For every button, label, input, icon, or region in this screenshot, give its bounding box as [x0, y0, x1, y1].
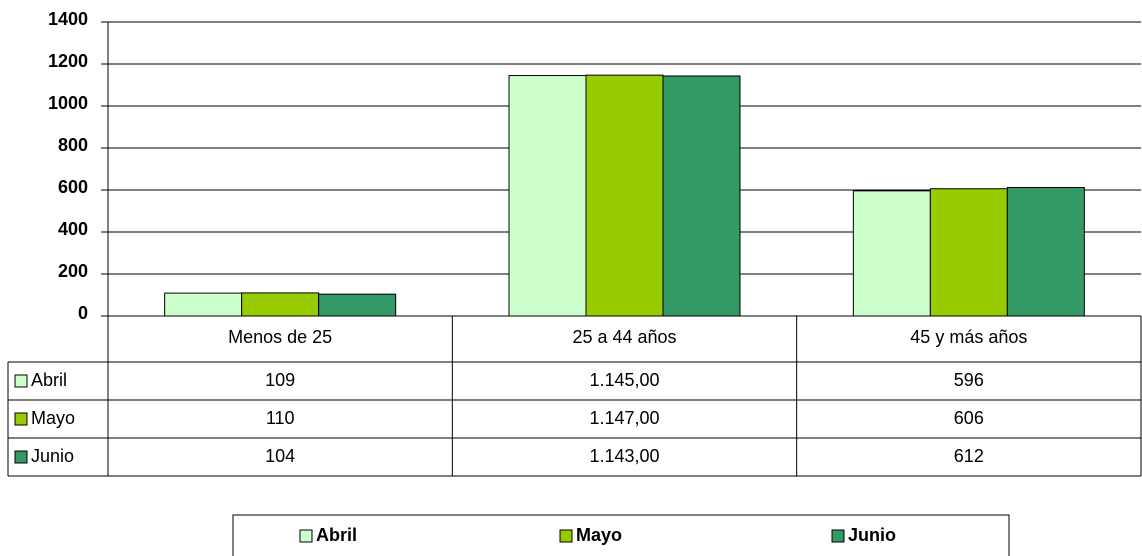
table-cell: 596	[954, 370, 984, 390]
legend-swatch	[14, 450, 28, 464]
y-tick-label: 600	[58, 177, 88, 197]
bar	[585, 74, 664, 317]
legend-label: Abril	[316, 525, 357, 545]
y-tick-label: 400	[58, 219, 88, 239]
legend-label: Mayo	[576, 525, 622, 545]
table-cell: 1.145,00	[589, 370, 659, 390]
x-tick-label: 45 y más años	[910, 327, 1027, 347]
table-cell: 110	[266, 408, 295, 428]
y-tick-label: 200	[58, 261, 88, 281]
table-cell: 104	[265, 446, 295, 466]
y-tick-label: 1000	[48, 93, 88, 113]
legend-swatch	[559, 529, 573, 543]
legend-swatch	[14, 374, 28, 388]
table-row-label: Junio	[31, 446, 74, 466]
legend-label: Junio	[848, 525, 896, 545]
table-row-label: Mayo	[31, 408, 75, 428]
y-tick-label: 800	[58, 135, 88, 155]
y-tick-label: 0	[78, 303, 88, 323]
table-cell: 612	[954, 446, 984, 466]
bar	[508, 75, 587, 317]
table-cell: 606	[954, 408, 984, 428]
y-tick-label: 1400	[48, 9, 88, 29]
bar	[164, 292, 243, 317]
bar	[662, 75, 741, 317]
table-cell: 1.147,00	[589, 408, 659, 428]
legend-swatch	[831, 529, 845, 543]
bar	[318, 293, 397, 317]
x-tick-label: 25 a 44 años	[572, 327, 676, 347]
legend-swatch	[14, 412, 28, 426]
y-tick-label: 1200	[48, 51, 88, 71]
x-tick-label: Menos de 25	[228, 327, 332, 347]
table-cell: 109	[265, 370, 295, 390]
bar	[1006, 186, 1085, 317]
bar	[241, 292, 320, 317]
bar	[852, 190, 931, 317]
legend-swatch	[299, 529, 313, 543]
table-cell: 1.143,00	[589, 446, 659, 466]
legend-box	[232, 514, 1010, 556]
table-row-label: Abril	[31, 370, 67, 390]
bar	[929, 188, 1008, 317]
